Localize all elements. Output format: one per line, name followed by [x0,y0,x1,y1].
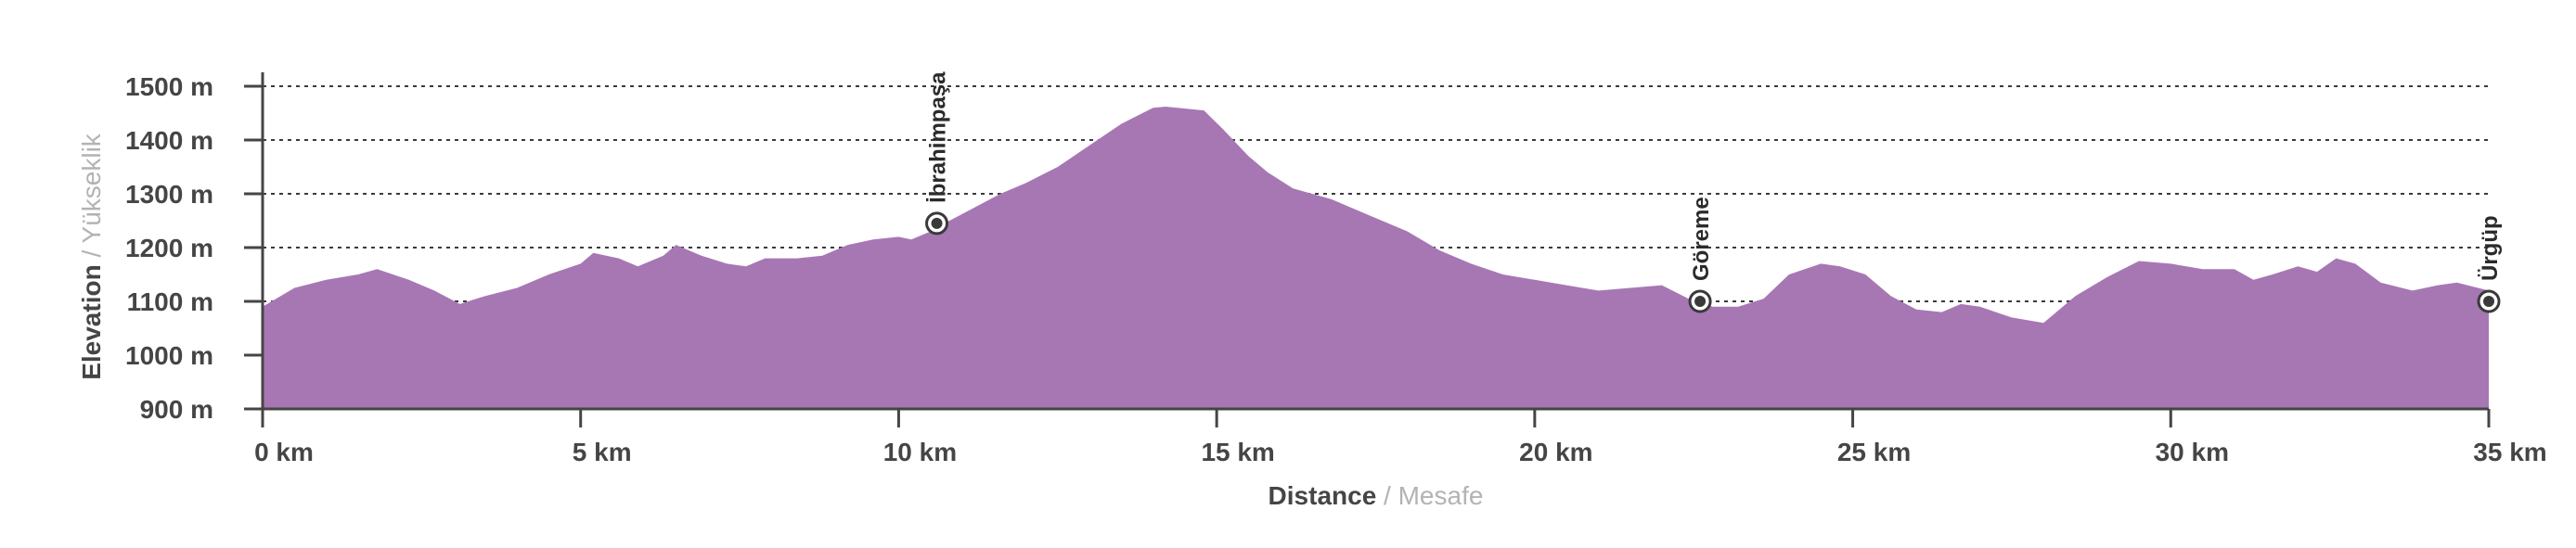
x-axis-title: Distance / Mesafe [1269,481,1484,510]
y-tick-label-1400: 1400 m [125,126,213,155]
x-axis-title-sub: Mesafe [1398,481,1484,510]
y-tick-label-1200: 1200 m [125,234,213,262]
axes [244,72,2489,411]
y-tick-label-1500: 1500 m [125,72,213,101]
y-tick-label-900: 900 m [140,395,213,424]
waypoint-label-0: İbrahimpaşa [926,71,951,203]
y-tick-label-1000: 1000 m [125,341,213,370]
x-tick-labels: 0 km 5 km 10 km 15 km 20 km 25 km 30 km 35 km [254,409,2547,466]
waypoint-dot-1 [1694,296,1707,307]
waypoints: İbrahimpaşa Göreme Ürgüp [925,71,2503,313]
waypoint-dot-0 [931,217,943,229]
x-tick-label-5: 5 km [573,438,632,466]
y-tick-label-1100: 1100 m [127,287,213,316]
waypoint-label-2: Ürgüp [2478,215,2503,281]
x-axis-title-main: Distance [1269,481,1377,510]
x-tick-label-20: 20 km [1519,438,1592,466]
x-axis-title-separator: / [1376,481,1397,510]
y-axis-title-main: Elevation [77,264,106,379]
elevation-area [263,107,2489,409]
x-tick-label-15: 15 km [1201,438,1274,466]
x-tick-label-0: 0 km [254,438,314,466]
x-tick-label-35: 35 km [2473,438,2546,466]
x-tick-label-25: 25 km [1837,438,1911,466]
y-axis-title: Elevation / Yükseklik [77,133,106,380]
y-axis-title-separator: / [77,243,106,264]
x-tick-label-30: 30 km [2156,438,2229,466]
y-tick-labels: 900 m 1000 m 1100 m 1200 m 1300 m 1400 m 1500 … [125,72,263,424]
waypoint-label-1: Göreme [1689,197,1714,281]
waypoint-dot-2 [2483,296,2494,307]
y-tick-label-1300: 1300 m [125,180,213,209]
x-tick-label-10: 10 km [883,438,957,466]
y-axis-title-sub: Yükseklik [77,133,106,243]
